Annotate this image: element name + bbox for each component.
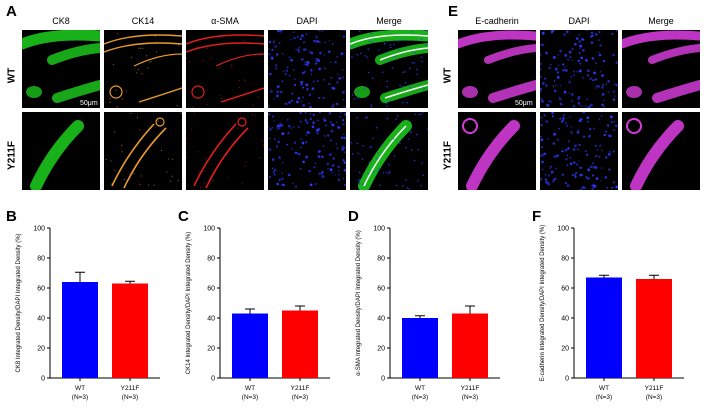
scale-bar-e bbox=[517, 110, 534, 112]
y-tick-label: 60 bbox=[37, 286, 45, 293]
row-label-wt-e: WT bbox=[442, 67, 454, 84]
micrograph-sma-wt bbox=[186, 30, 264, 108]
col-header-ck14: CK14 bbox=[131, 16, 155, 26]
micrograph-dapi-y211f bbox=[268, 112, 346, 190]
bar-y211f bbox=[282, 310, 318, 378]
scale-label-e: 50μm bbox=[515, 100, 533, 107]
y-axis-label: CK8 Integrated Density/DAPI Integrated D… bbox=[16, 233, 22, 372]
bar-y211f bbox=[112, 283, 148, 378]
y-tick-label: 60 bbox=[561, 286, 569, 293]
micrograph-dapi-e-y211f bbox=[540, 112, 618, 190]
micrograph-sma-y211f bbox=[186, 112, 264, 190]
micrograph-ck14-y211f bbox=[104, 112, 182, 190]
x-tick-label: Y211F bbox=[121, 385, 140, 392]
col-header-dapi-e: DAPI bbox=[568, 16, 590, 26]
panel-label-e: E bbox=[448, 3, 459, 20]
y-tick-label: 20 bbox=[561, 346, 569, 353]
col-header-dapi: DAPI bbox=[296, 16, 318, 26]
x-tick-label: WT bbox=[75, 385, 85, 392]
x-tick-label: Y211F bbox=[291, 385, 310, 392]
panel-label-c: C bbox=[178, 208, 189, 225]
bar-wt bbox=[586, 277, 622, 378]
x-tick-sublabel: (N=3) bbox=[292, 394, 308, 401]
col-header-sma: α-SMA bbox=[211, 16, 239, 26]
col-header-merge: Merge bbox=[376, 16, 402, 26]
y-tick-label: 0 bbox=[41, 376, 45, 383]
bar-y211f bbox=[452, 313, 488, 378]
bar-wt bbox=[62, 282, 98, 378]
x-tick-sublabel: (N=3) bbox=[412, 394, 428, 401]
col-header-ecadherin: E-cadherin bbox=[475, 16, 519, 26]
y-axis-label: E-cadherin Integrated Density/DAPI Integ… bbox=[540, 225, 546, 381]
x-tick-sublabel: (N=3) bbox=[242, 394, 258, 401]
micrograph-merge-wt bbox=[350, 30, 428, 108]
micrograph-dapi-e-wt bbox=[540, 30, 618, 108]
micrograph-ck8-y211f bbox=[22, 112, 100, 190]
row-label-y211f: Y211F bbox=[6, 141, 18, 170]
micrograph-merge-y211f bbox=[350, 112, 428, 190]
chart-b: CK8 Integrated Density/DAPI Integrated D… bbox=[14, 222, 174, 413]
micrograph-ck14-wt bbox=[104, 30, 182, 108]
y-tick-label: 40 bbox=[377, 316, 385, 323]
chart-c: CK14 Integrated Density/DAPI Integrated … bbox=[184, 222, 344, 413]
x-tick-sublabel: (N=3) bbox=[72, 394, 88, 401]
y-tick-label: 40 bbox=[37, 316, 45, 323]
y-tick-label: 100 bbox=[373, 226, 385, 233]
micrograph-merge-e-wt bbox=[622, 30, 700, 108]
micrograph-ck8-wt bbox=[22, 30, 100, 108]
y-tick-label: 60 bbox=[207, 286, 215, 293]
y-tick-label: 100 bbox=[557, 226, 569, 233]
panel-label-a: A bbox=[6, 3, 17, 20]
y-tick-label: 80 bbox=[377, 256, 385, 263]
y-tick-label: 80 bbox=[37, 256, 45, 263]
micrograph-ecadherin-y211f bbox=[458, 112, 536, 190]
y-tick-label: 40 bbox=[207, 316, 215, 323]
panel-label-d: D bbox=[348, 208, 359, 225]
y-tick-label: 0 bbox=[565, 376, 569, 383]
bar-wt bbox=[402, 318, 438, 378]
bar-y211f bbox=[636, 279, 672, 378]
x-tick-label: Y211F bbox=[461, 385, 480, 392]
scale-label-a: 50μm bbox=[80, 100, 98, 107]
chart-d: α-SMA Integrated Density/DAPI Integrated… bbox=[354, 222, 514, 413]
y-tick-label: 20 bbox=[207, 346, 215, 353]
scale-bar-a bbox=[82, 110, 99, 112]
micrograph-dapi-wt bbox=[268, 30, 346, 108]
x-tick-sublabel: (N=3) bbox=[122, 394, 138, 401]
x-tick-label: WT bbox=[599, 385, 609, 392]
x-tick-label: WT bbox=[415, 385, 425, 392]
micrograph-merge-e-y211f bbox=[622, 112, 700, 190]
y-tick-label: 80 bbox=[207, 256, 215, 263]
x-tick-sublabel: (N=3) bbox=[462, 394, 478, 401]
y-tick-label: 20 bbox=[377, 346, 385, 353]
x-tick-sublabel: (N=3) bbox=[596, 394, 612, 401]
y-tick-label: 0 bbox=[381, 376, 385, 383]
chart-f: E-cadherin Integrated Density/DAPI Integ… bbox=[538, 222, 698, 413]
micrograph-ecadherin-wt bbox=[458, 30, 536, 108]
y-axis-label: α-SMA Integrated Density/DAPI Integrated… bbox=[356, 230, 362, 376]
x-tick-label: Y211F bbox=[645, 385, 664, 392]
y-tick-label: 60 bbox=[377, 286, 385, 293]
x-tick-sublabel: (N=3) bbox=[646, 394, 662, 401]
panel-label-f: F bbox=[532, 208, 542, 225]
panel-label-b: B bbox=[6, 208, 17, 225]
y-tick-label: 100 bbox=[33, 226, 45, 233]
col-header-merge-e: Merge bbox=[648, 16, 674, 26]
bar-wt bbox=[232, 313, 268, 378]
y-axis-label: CK14 Integrated Density/DAPI Integrated … bbox=[186, 232, 192, 374]
y-tick-label: 80 bbox=[561, 256, 569, 263]
y-tick-label: 100 bbox=[203, 226, 215, 233]
col-header-ck8: CK8 bbox=[52, 16, 70, 26]
row-label-wt: WT bbox=[6, 67, 18, 84]
y-tick-label: 0 bbox=[211, 376, 215, 383]
y-tick-label: 20 bbox=[37, 346, 45, 353]
x-tick-label: WT bbox=[245, 385, 255, 392]
row-label-y211f-e: Y211F bbox=[442, 141, 454, 170]
y-tick-label: 40 bbox=[561, 316, 569, 323]
